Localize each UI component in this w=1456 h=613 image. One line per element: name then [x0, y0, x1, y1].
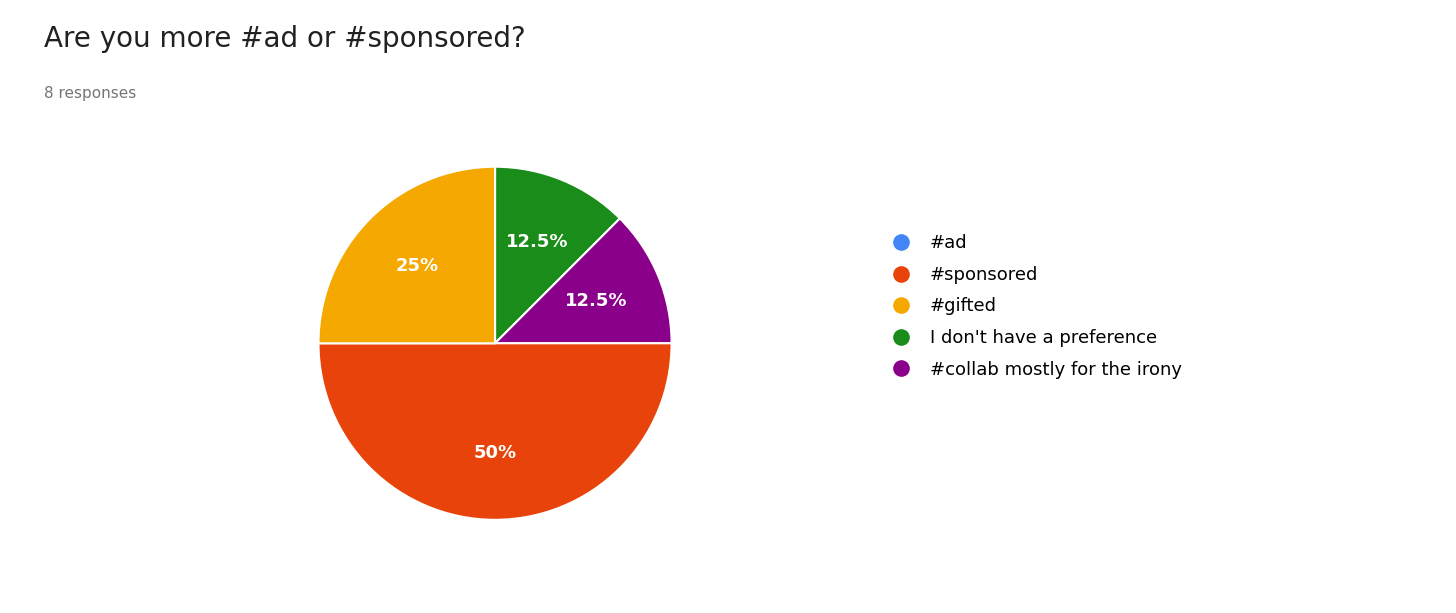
Text: Are you more #ad or #sponsored?: Are you more #ad or #sponsored? — [44, 25, 526, 53]
Wedge shape — [319, 343, 671, 520]
Text: 8 responses: 8 responses — [44, 86, 135, 101]
Wedge shape — [495, 218, 671, 343]
Wedge shape — [319, 167, 495, 343]
Legend: #ad, #sponsored, #gifted, I don't have a preference, #collab mostly for the iron: #ad, #sponsored, #gifted, I don't have a… — [882, 234, 1182, 379]
Text: 12.5%: 12.5% — [565, 292, 628, 310]
Text: 25%: 25% — [396, 257, 440, 275]
Text: 12.5%: 12.5% — [505, 233, 568, 251]
Text: 50%: 50% — [473, 444, 517, 462]
Wedge shape — [495, 167, 620, 343]
